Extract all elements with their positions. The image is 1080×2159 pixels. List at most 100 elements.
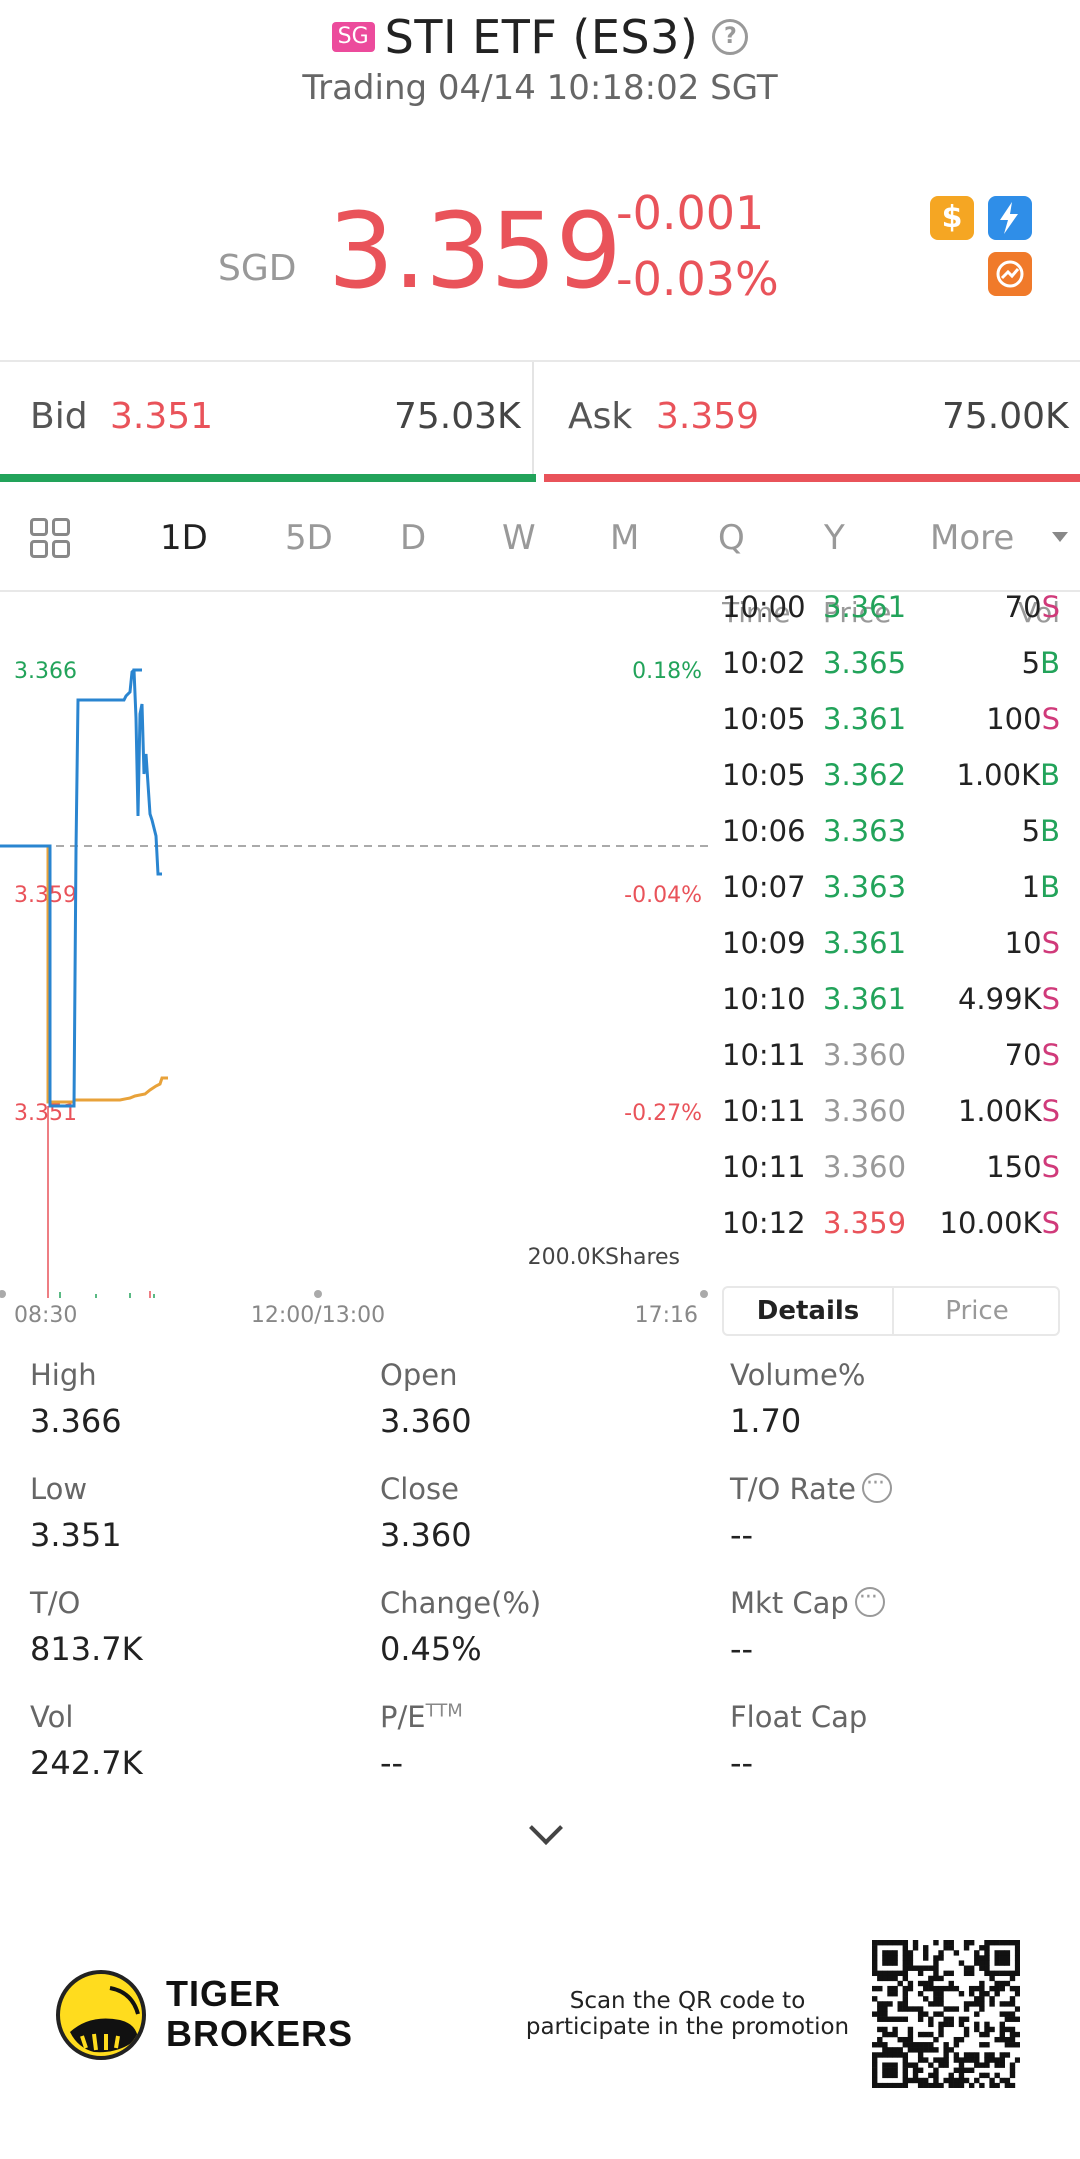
qr-module (974, 2077, 980, 2084)
qr-module (892, 2082, 898, 2088)
tab-y[interactable]: Y (824, 518, 845, 558)
qr-module (872, 2077, 878, 2084)
qr-module (984, 1950, 990, 1956)
qr-module (882, 2026, 888, 2033)
info-icon[interactable] (862, 1471, 893, 1503)
dollar-icon[interactable]: $ (930, 196, 974, 240)
qr-module (907, 1950, 914, 1956)
qr-module (953, 1950, 960, 1956)
qr-module (984, 1965, 990, 1971)
qr-module (902, 2036, 909, 2043)
qr-module (882, 2062, 888, 2068)
qr-module (979, 1996, 985, 2002)
tick-price: 3.359 (823, 1206, 907, 1240)
tick-volume: 5B (1022, 814, 1060, 848)
lightning-icon[interactable] (988, 196, 1032, 240)
tick-volume: 4.99KS (958, 982, 1060, 1016)
qr-module (887, 1975, 893, 1982)
tab-m[interactable]: M (610, 518, 640, 558)
expand-chevron-icon[interactable] (529, 1811, 563, 1845)
qr-module (938, 1950, 944, 1956)
info-icon[interactable] (854, 1585, 885, 1617)
qr-module (968, 1985, 975, 1992)
qr-module (892, 2026, 898, 2033)
qr-module (923, 1950, 929, 1956)
help-icon[interactable]: ? (712, 19, 749, 55)
qr-module (892, 1950, 898, 1956)
qr-module (963, 2031, 970, 2038)
qr-module (994, 2036, 1000, 2043)
tiger-logo (56, 1970, 146, 2060)
ask-volume: 75.00K (942, 396, 1069, 437)
tab-5d[interactable]: 5D (285, 518, 333, 558)
qr-module (892, 1985, 898, 1992)
tick-side: B (1040, 814, 1060, 848)
tab-w[interactable]: W (502, 518, 536, 558)
y-label-high: 3.366 (14, 659, 77, 684)
tick-vol-value: 100 (986, 702, 1042, 736)
qr-module (989, 1970, 995, 1977)
qr-module (882, 1975, 888, 1982)
bid-cell[interactable]: Bid 3.351 75.03K (0, 362, 540, 474)
tab-d[interactable]: D (400, 518, 427, 558)
qr-module (943, 2042, 949, 2048)
qr-module (902, 1991, 909, 1997)
stat-high: High 3.366 (30, 1350, 370, 1460)
tick-price: 3.361 (823, 702, 907, 736)
tab-price[interactable]: Price (892, 1288, 1060, 1334)
qr-module (887, 1985, 893, 1992)
qr-module (938, 2082, 944, 2088)
sync-icon[interactable] (988, 252, 1032, 296)
qr-module (958, 1960, 965, 1966)
qr-module (1014, 1950, 1020, 1956)
promo-text: Scan the QR code to participate in the p… (520, 1988, 855, 2040)
qr-module (974, 2057, 980, 2063)
qr-module (938, 2062, 944, 2068)
qr-module (892, 2062, 898, 2068)
tab-q[interactable]: Q (718, 518, 745, 558)
qr-module (902, 2006, 909, 2012)
qr-module (984, 2042, 990, 2048)
tab-1d[interactable]: 1D (160, 518, 208, 558)
qr-module (1009, 2082, 1016, 2088)
qr-module (912, 2006, 919, 2012)
qr-module (943, 2006, 949, 2012)
qr-module (892, 1940, 898, 1946)
bid-ask-panel: Bid 3.351 75.03K Ask 3.359 75.00K (0, 362, 1080, 474)
qr-module (933, 1955, 939, 1961)
qr-module (963, 2057, 970, 2063)
qr-module (887, 2072, 893, 2079)
intraday-chart[interactable]: 3.366 3.359 3.351 0.18% -0.04% -0.27% 20… (0, 594, 715, 1324)
trade-ticks-list[interactable]: Time Price Vol 10:00 3.361 70S 10:02 3.365 5B… (722, 594, 1062, 1284)
qr-module (933, 1975, 939, 1982)
qr-module (979, 2082, 985, 2088)
x-axis-marker (314, 1290, 322, 1298)
qr-module (923, 2077, 929, 2084)
tick-side: B (1040, 870, 1060, 904)
qr-module (979, 1945, 985, 1951)
qr-module (872, 1970, 878, 1977)
qr-module (994, 2072, 1000, 2079)
qr-module (882, 2082, 888, 2088)
qr-module (933, 2082, 939, 2088)
qr-module (999, 1985, 1005, 1992)
tab-more[interactable]: More (930, 518, 1015, 558)
stat-label: P/ETTM (380, 1700, 463, 1734)
tab-details[interactable]: Details (756, 1296, 860, 1326)
qr-module (1014, 1965, 1020, 1971)
chevron-down-icon[interactable] (1052, 532, 1068, 542)
header: SG STI ETF (ES3) ? Trading 04/14 10:18:0… (0, 0, 1080, 120)
stat-change-pct: Change(%) 0.45% (380, 1578, 720, 1688)
ask-cell[interactable]: Ask 3.359 75.00K (540, 362, 1080, 474)
grid-icon[interactable] (30, 518, 72, 560)
qr-module (984, 1991, 990, 1997)
qr-module (943, 2052, 949, 2058)
qr-module (1014, 2042, 1020, 2048)
qr-module (912, 2072, 919, 2079)
qr-module (989, 2001, 995, 2007)
qr-module (928, 2062, 934, 2068)
qr-module (928, 2001, 934, 2007)
qr-module (963, 1945, 970, 1951)
qr-module (912, 1940, 919, 1946)
qr-module (917, 1970, 924, 1977)
